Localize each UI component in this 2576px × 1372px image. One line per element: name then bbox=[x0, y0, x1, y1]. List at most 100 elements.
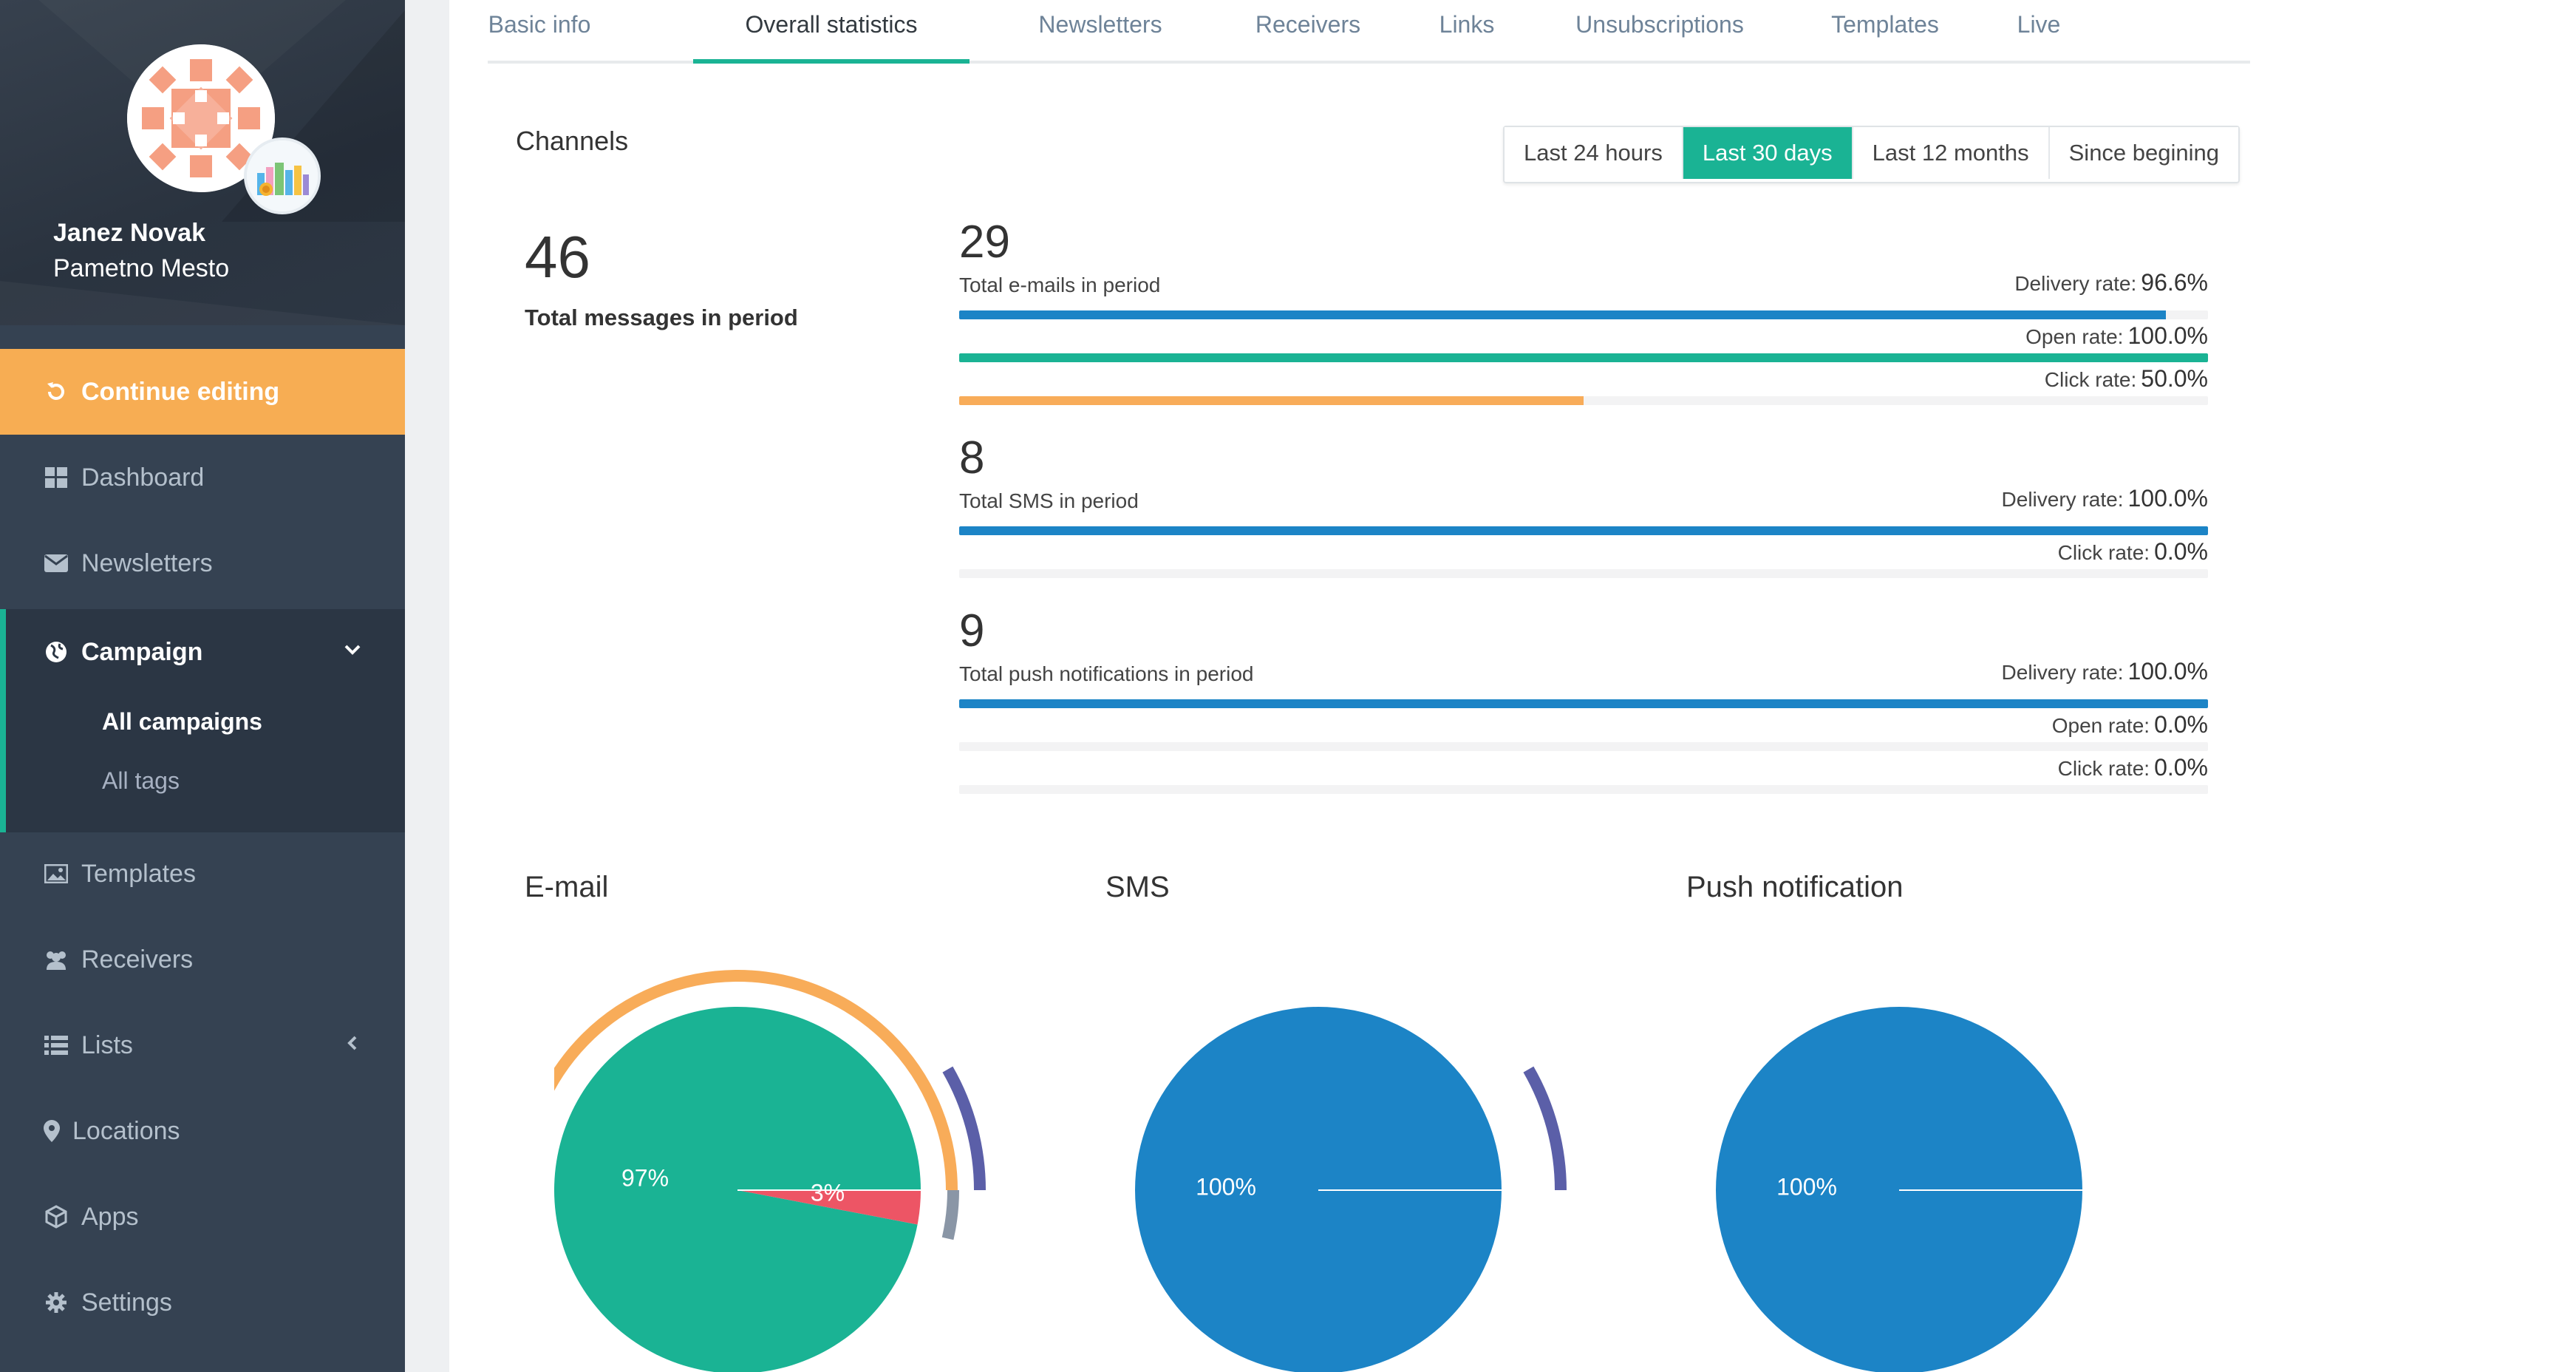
sidebar-item-receivers[interactable]: Receivers bbox=[0, 917, 405, 1002]
push-delivery-rate: Delivery rate: 100.0% bbox=[2002, 658, 2208, 685]
sms-delivery-bar-fill bbox=[959, 526, 2208, 535]
user-organization: Pametno Mesto bbox=[53, 254, 230, 282]
tab-live[interactable]: Live bbox=[2017, 11, 2061, 38]
avatar[interactable] bbox=[127, 44, 275, 192]
email-count: 29 bbox=[959, 217, 1010, 268]
click-rate-value: 0.0% bbox=[2154, 754, 2208, 781]
sidebar-item-settings[interactable]: Settings bbox=[0, 1260, 405, 1345]
campaign-menu-group: Campaign All campaigns All tags bbox=[0, 609, 405, 832]
sms-delivery-bar bbox=[959, 526, 2208, 535]
chevron-down-icon bbox=[341, 639, 368, 665]
users-icon bbox=[43, 946, 69, 973]
chevron-left-icon bbox=[341, 1032, 368, 1059]
push-click-bar bbox=[959, 785, 2208, 794]
sms-click-bar bbox=[959, 569, 2208, 578]
outer-metric-arc bbox=[941, 1189, 959, 1240]
city-badge-icon bbox=[244, 137, 321, 214]
sidebar-item-label: Receivers bbox=[81, 945, 194, 974]
tab-links[interactable]: Links bbox=[1439, 11, 1495, 38]
sidebar-item-locations[interactable]: Locations bbox=[0, 1088, 405, 1174]
push-open-rate: Open rate: 0.0% bbox=[2052, 711, 2208, 738]
tab-newsletters[interactable]: Newsletters bbox=[1038, 11, 1162, 38]
total-messages-count: 46 bbox=[525, 224, 590, 290]
pie-slice-label: 100% bbox=[1196, 1173, 1256, 1200]
period-last-12-months-button[interactable]: Last 12 months bbox=[1853, 127, 2050, 179]
open-rate-label: Open rate: bbox=[2025, 325, 2124, 348]
push-count-label: Total push notifications in period bbox=[959, 662, 1254, 685]
outer-metric-arc bbox=[942, 1066, 986, 1191]
tab-overall-statistics[interactable]: Overall statistics bbox=[693, 0, 970, 64]
channels-title: Channels bbox=[516, 126, 629, 156]
sms-click-rate: Click rate: 0.0% bbox=[2058, 538, 2208, 566]
click-rate-label: Click rate: bbox=[2057, 757, 2150, 780]
delivery-rate-value: 100.0% bbox=[2127, 485, 2208, 512]
continue-editing-button[interactable]: Continue editing bbox=[0, 349, 405, 435]
dashboard-icon bbox=[43, 464, 69, 491]
click-rate-label: Click rate: bbox=[2057, 541, 2150, 564]
tab-templates[interactable]: Templates bbox=[1831, 11, 1939, 38]
sidebar-item-label: Lists bbox=[81, 1030, 133, 1059]
sidebar-item-label: Newsletters bbox=[81, 549, 213, 577]
sidebar-item-newsletters[interactable]: Newsletters bbox=[0, 520, 405, 606]
sidebar: Janez Novak Pametno Mesto Continue editi… bbox=[0, 0, 405, 1372]
tab-basic-info[interactable]: Basic info bbox=[488, 11, 591, 38]
sidebar-item-label: Apps bbox=[81, 1202, 139, 1231]
continue-editing-label: Continue editing bbox=[81, 377, 280, 406]
user-name: Janez Novak bbox=[53, 219, 205, 247]
push-open-bar bbox=[959, 742, 2208, 751]
push-pie-chart: 100% bbox=[1716, 1007, 2082, 1372]
outer-metric-arc bbox=[554, 970, 958, 1191]
sms-pie-chart: 100% bbox=[1135, 1007, 1567, 1372]
email-open-bar bbox=[959, 353, 2208, 362]
sidebar-item-label: Locations bbox=[72, 1116, 180, 1145]
sidebar-item-apps[interactable]: Apps bbox=[0, 1174, 405, 1260]
period-last-24-hours-button[interactable]: Last 24 hours bbox=[1505, 127, 1683, 179]
email-count-label: Total e-mails in period bbox=[959, 274, 1161, 296]
sidebar-item-label: Campaign bbox=[81, 637, 203, 666]
email-open-rate: Open rate: 100.0% bbox=[2025, 322, 2208, 350]
push-click-rate: Click rate: 0.0% bbox=[2058, 754, 2208, 781]
map-marker-icon bbox=[38, 1118, 65, 1144]
period-since-begining-button[interactable]: Since begining bbox=[2049, 127, 2239, 179]
sidebar-item-label: Templates bbox=[81, 859, 196, 888]
sms-count: 8 bbox=[959, 432, 985, 483]
click-rate-value: 0.0% bbox=[2154, 538, 2208, 565]
outer-metric-arc bbox=[1523, 1066, 1567, 1191]
sidebar-item-label: Dashboard bbox=[81, 463, 205, 492]
sidebar-subitem-all-campaigns[interactable]: All campaigns bbox=[102, 708, 262, 735]
open-rate-value: 0.0% bbox=[2154, 711, 2208, 738]
list-icon bbox=[43, 1032, 69, 1059]
sidebar-item-lists[interactable]: Lists bbox=[0, 1002, 405, 1088]
globe-icon bbox=[43, 639, 69, 665]
sms-delivery-rate: Delivery rate: 100.0% bbox=[2002, 485, 2208, 512]
envelope-icon bbox=[43, 550, 69, 577]
content-gutter bbox=[405, 0, 449, 1372]
gear-icon bbox=[43, 1289, 69, 1316]
tab-bar: Basic info Overall statistics Newsletter… bbox=[488, 0, 2250, 64]
period-last-30-days-button[interactable]: Last 30 days bbox=[1683, 127, 1853, 179]
email-delivery-bar-fill bbox=[959, 310, 2166, 319]
open-rate-label: Open rate: bbox=[2051, 714, 2150, 737]
tab-receivers[interactable]: Receivers bbox=[1255, 11, 1361, 38]
tab-unsubscriptions[interactable]: Unsubscriptions bbox=[1575, 11, 1744, 38]
period-selector: Last 24 hours Last 30 days Last 12 month… bbox=[1503, 126, 2241, 183]
email-click-rate: Click rate: 50.0% bbox=[2045, 365, 2208, 393]
email-pie-chart: 97% 3% bbox=[554, 970, 986, 1372]
image-icon bbox=[43, 860, 69, 887]
email-click-bar bbox=[959, 396, 2208, 405]
click-rate-value: 50.0% bbox=[2141, 365, 2208, 392]
sidebar-item-dashboard[interactable]: Dashboard bbox=[0, 435, 405, 520]
email-delivery-bar bbox=[959, 310, 2208, 319]
sidebar-subitem-all-tags[interactable]: All tags bbox=[102, 767, 180, 794]
delivery-rate-value: 100.0% bbox=[2127, 658, 2208, 685]
delivery-rate-value: 96.6% bbox=[2141, 269, 2208, 296]
push-delivery-bar bbox=[959, 699, 2208, 708]
delivery-rate-label: Delivery rate: bbox=[2001, 661, 2124, 684]
email-click-bar-fill bbox=[959, 396, 1584, 405]
sidebar-item-campaign[interactable]: Campaign bbox=[0, 609, 405, 695]
push-chart-title: Push notification bbox=[1686, 871, 1904, 903]
sms-channel-stats: 8 Total SMS in period Delivery rate: 100.… bbox=[959, 432, 2208, 580]
pie-slice-label: 97% bbox=[621, 1164, 669, 1191]
email-channel-stats: 29 Total e-mails in period Delivery rate… bbox=[959, 216, 2208, 408]
sidebar-item-templates[interactable]: Templates bbox=[0, 831, 405, 917]
